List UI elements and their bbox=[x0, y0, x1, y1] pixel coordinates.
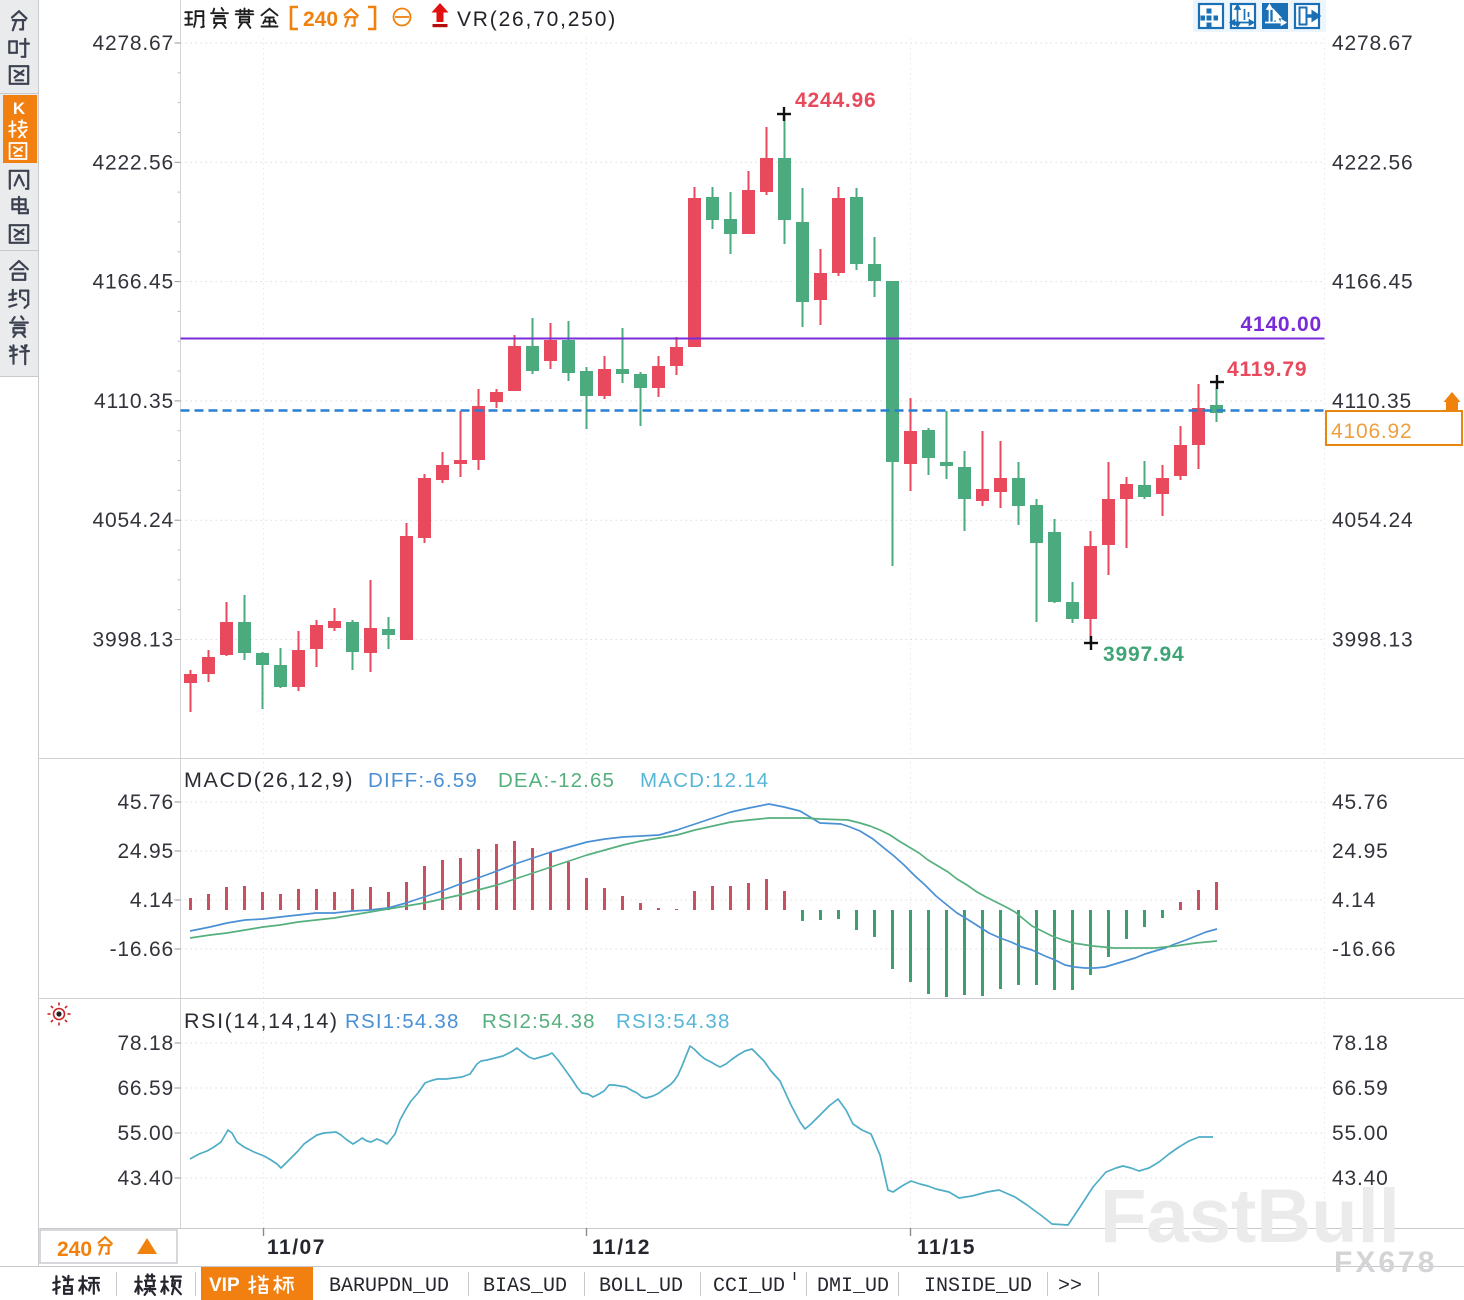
svg-text:66.59: 66.59 bbox=[1332, 1077, 1389, 1100]
svg-text:RSI3:54.38: RSI3:54.38 bbox=[616, 1010, 731, 1033]
svg-text:INSIDE_UD: INSIDE_UD bbox=[924, 1275, 1032, 1298]
svg-text:4244.96: 4244.96 bbox=[795, 89, 877, 112]
svg-text:DIFF:-6.59: DIFF:-6.59 bbox=[368, 769, 478, 792]
svg-text:3997.94: 3997.94 bbox=[1103, 643, 1185, 666]
svg-text:24.95: 24.95 bbox=[1332, 840, 1389, 863]
svg-text:66.59: 66.59 bbox=[117, 1077, 174, 1100]
svg-text:4106.92: 4106.92 bbox=[1331, 420, 1413, 443]
svg-text:4.14: 4.14 bbox=[130, 889, 174, 912]
svg-text:VR(26,70,250): VR(26,70,250) bbox=[457, 8, 617, 31]
svg-text:4.14: 4.14 bbox=[1332, 889, 1376, 912]
svg-text:45.76: 45.76 bbox=[1332, 791, 1389, 814]
svg-text:RSI1:54.38: RSI1:54.38 bbox=[345, 1010, 460, 1033]
svg-text:DMI_UD: DMI_UD bbox=[817, 1275, 889, 1298]
svg-text:240: 240 bbox=[57, 1238, 92, 1261]
svg-text:MACD:12.14: MACD:12.14 bbox=[640, 769, 769, 792]
svg-text:BOLL_UD: BOLL_UD bbox=[599, 1275, 683, 1298]
svg-text:4166.45: 4166.45 bbox=[92, 271, 174, 294]
svg-text:>>: >> bbox=[1058, 1275, 1082, 1298]
svg-text:3998.13: 3998.13 bbox=[92, 629, 174, 652]
svg-text:78.18: 78.18 bbox=[117, 1032, 174, 1055]
svg-text:11/15: 11/15 bbox=[917, 1236, 976, 1259]
svg-text:4222.56: 4222.56 bbox=[1332, 151, 1414, 174]
svg-text:11/07: 11/07 bbox=[267, 1236, 326, 1259]
svg-text:MACD(26,12,9): MACD(26,12,9) bbox=[184, 768, 354, 792]
svg-text:VIP: VIP bbox=[209, 1275, 240, 1296]
svg-text:11/12: 11/12 bbox=[592, 1236, 651, 1259]
svg-text:BIAS_UD: BIAS_UD bbox=[483, 1275, 567, 1298]
svg-text:CCI_UD: CCI_UD bbox=[713, 1275, 785, 1298]
svg-text:45.76: 45.76 bbox=[117, 791, 174, 814]
svg-text:K: K bbox=[13, 99, 26, 118]
svg-text:4054.24: 4054.24 bbox=[1332, 509, 1414, 532]
svg-text:3998.13: 3998.13 bbox=[1332, 629, 1414, 652]
svg-text:4119.79: 4119.79 bbox=[1227, 358, 1307, 381]
svg-text:4278.67: 4278.67 bbox=[1332, 32, 1414, 55]
svg-text:4222.56: 4222.56 bbox=[92, 151, 174, 174]
svg-text:240: 240 bbox=[303, 8, 338, 31]
svg-text:78.18: 78.18 bbox=[1332, 1032, 1389, 1055]
svg-text:RSI(14,14,14): RSI(14,14,14) bbox=[184, 1009, 339, 1033]
svg-text:FastBull: FastBull bbox=[1100, 1174, 1400, 1259]
svg-text:-16.66: -16.66 bbox=[1332, 938, 1396, 961]
svg-text:4110.35: 4110.35 bbox=[94, 390, 174, 413]
svg-text:BARUPDN_UD: BARUPDN_UD bbox=[329, 1275, 449, 1298]
svg-text:24.95: 24.95 bbox=[117, 840, 174, 863]
svg-text:4166.45: 4166.45 bbox=[1332, 271, 1414, 294]
svg-text:RSI2:54.38: RSI2:54.38 bbox=[482, 1010, 596, 1033]
svg-text:55.00: 55.00 bbox=[1332, 1122, 1389, 1145]
svg-text:55.00: 55.00 bbox=[117, 1122, 174, 1145]
svg-text:43.40: 43.40 bbox=[1332, 1167, 1389, 1190]
svg-text:4278.67: 4278.67 bbox=[92, 32, 174, 55]
svg-text:DEA:-12.65: DEA:-12.65 bbox=[498, 769, 615, 792]
svg-text:-16.66: -16.66 bbox=[110, 938, 174, 961]
svg-text:4140.00: 4140.00 bbox=[1240, 313, 1322, 336]
svg-text:43.40: 43.40 bbox=[117, 1167, 174, 1190]
svg-text:FX678: FX678 bbox=[1334, 1246, 1437, 1279]
svg-text:4110.35: 4110.35 bbox=[1332, 390, 1412, 413]
svg-text:4054.24: 4054.24 bbox=[92, 509, 174, 532]
